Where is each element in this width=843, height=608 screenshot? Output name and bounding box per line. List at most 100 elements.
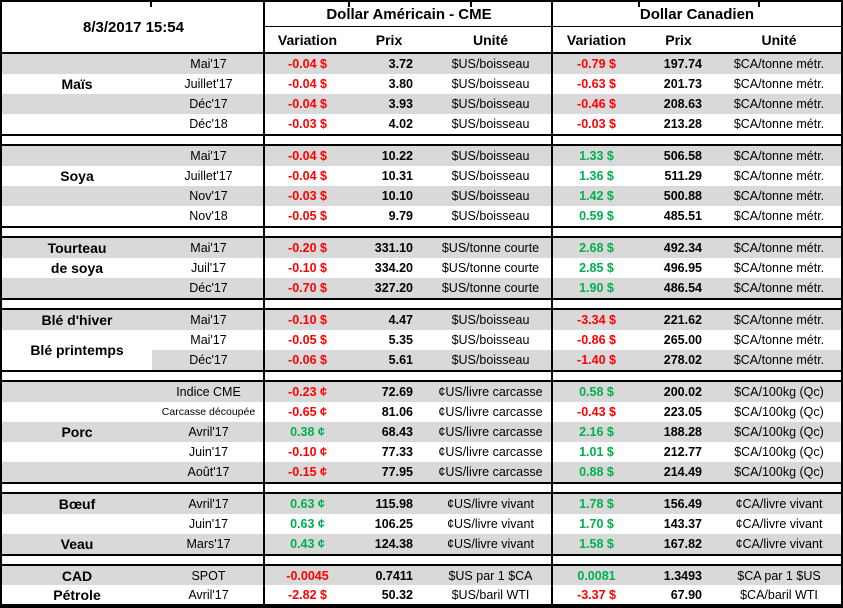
us-price: 10.31 [381, 169, 413, 183]
us-price: 124.38 [374, 537, 413, 551]
cad-variation: 1.36 $ [579, 169, 614, 183]
cad-variation: 1.90 $ [579, 281, 614, 295]
contract-month: Nov'17 [189, 189, 228, 203]
cad-unit: ¢CA/livre vivant [735, 537, 823, 551]
usd-price-header: Prix [375, 31, 403, 48]
cad-unit-header: Unité [761, 31, 797, 48]
cad-price: 201.73 [663, 77, 702, 91]
cad-price: 500.88 [663, 189, 702, 203]
table-row: Déc'17 -0.04 $ 3.93 $US/boisseau -0.46 $ 208.… [2, 94, 841, 114]
us-unit: $US/tonne courte [441, 241, 540, 255]
table-row: Mai'17 -0.04 $ 10.22 $US/boisseau 1.33 $ 506.… [2, 146, 841, 166]
grid-tick [758, 2, 760, 7]
us-unit: ¢US/livre carcasse [438, 465, 543, 479]
cad-unit: $CA/100kg (Qc) [734, 405, 824, 419]
us-variation: -0.05 $ [288, 333, 327, 347]
us-price: 68.43 [381, 425, 413, 439]
table-row: Blé d'hiver Mai'17 -0.10 $ 4.47 $US/boisseau… [2, 310, 841, 330]
us-unit: $US/tonne courte [441, 281, 540, 295]
contract-month: Mars'17 [186, 537, 231, 551]
cad-unit: $CA/tonne métr. [733, 97, 825, 111]
table-row: Déc'17 -0.70 $ 327.20 $US/tonne courte 1.90 … [2, 278, 841, 298]
cad-price: 67.90 [670, 587, 702, 602]
cad-variation: 1.70 $ [579, 517, 614, 531]
commodity-label: Maïs [61, 76, 93, 92]
commodity-label: Blé d'hiver [41, 312, 113, 328]
section-soya: Mai'17 -0.04 $ 10.22 $US/boisseau 1.33 $ 506.… [2, 144, 841, 228]
cad-price: 265.00 [663, 333, 702, 347]
cad-price: 221.62 [663, 313, 702, 327]
us-price: 331.10 [374, 241, 413, 255]
us-variation: -0.10 $ [288, 313, 327, 327]
section-tourteau: Tourteau Mai'17 -0.20 $ 331.10 $US/tonne cou… [2, 236, 841, 300]
cad-price: 143.37 [663, 517, 702, 531]
table-row: Veau Mars'17 0.43 ¢ 124.38 ¢US/livre vivant 1… [2, 534, 841, 554]
cad-unit: $CA/100kg (Qc) [734, 425, 824, 439]
cad-variation: 2.16 $ [579, 425, 614, 439]
us-variation: 0.43 ¢ [290, 537, 325, 551]
cad-variation: -3.34 $ [577, 313, 616, 327]
cad-variation: 0.58 $ [579, 385, 614, 399]
table-row: Mai'17 -0.05 $ 5.35 $US/boisseau -0.86 $ 265.… [2, 330, 841, 350]
cad-unit: $CA/100kg (Qc) [734, 465, 824, 479]
commodity-label [2, 402, 152, 422]
contract-month: Août'17 [187, 465, 230, 479]
cad-variation: -0.03 $ [577, 117, 616, 131]
cad-unit: $CA/tonne métr. [733, 281, 825, 295]
cad-price: 223.05 [663, 405, 702, 419]
table-row: Mai'17 -0.04 $ 3.72 $US/boisseau -0.79 $ 197.… [2, 54, 841, 74]
table-row: Déc'18 -0.03 $ 4.02 $US/boisseau -0.03 $ 213.… [2, 114, 841, 134]
us-price: 3.93 [388, 97, 413, 111]
contract-month: Déc'17 [189, 353, 228, 367]
us-variation: -0.04 $ [288, 77, 327, 91]
commodity-label [2, 442, 152, 462]
cad-unit: $CA/tonne métr. [733, 209, 825, 223]
table-row: Tourteau Mai'17 -0.20 $ 331.10 $US/tonne cou… [2, 238, 841, 258]
table-row: de soya Juil'17 -0.10 $ 334.20 $US/tonne cou… [2, 258, 841, 278]
table-row: Déc'17 -0.06 $ 5.61 $US/boisseau -1.40 $ 278.… [2, 350, 841, 370]
us-unit: $US/boisseau [451, 149, 530, 163]
cad-price: 511.29 [664, 169, 702, 183]
us-price: 5.61 [388, 353, 413, 367]
commodity-label [2, 278, 152, 298]
us-variation: -0.03 $ [288, 189, 327, 203]
us-unit: $US/boisseau [451, 353, 530, 367]
cad-price: 197.74 [663, 57, 702, 71]
table-header: 8/3/2017 15:54 Dollar Américain - CME Do… [2, 2, 841, 54]
us-variation: -0.04 $ [288, 149, 327, 163]
section-cad: CAD SPOT -0.0045 0.7411 $US par 1 $CA 0.0081 1… [2, 564, 841, 606]
us-variation: -0.05 $ [288, 209, 327, 223]
contract-month: Mai'17 [190, 241, 227, 255]
us-unit: $US/boisseau [451, 189, 530, 203]
contract-month: Avril'17 [188, 425, 229, 439]
us-variation: -0.15 ¢ [288, 465, 327, 479]
contract-month: Juillet'17 [184, 77, 233, 91]
us-variation: -0.65 ¢ [288, 405, 327, 419]
contract-month: Mai'17 [190, 313, 227, 327]
cad-variation: -0.63 $ [577, 77, 616, 91]
contract-month: Déc'18 [189, 117, 228, 131]
us-unit: ¢US/livre carcasse [438, 385, 543, 399]
cad-price: 208.63 [663, 97, 702, 111]
commodity-label-merged: Blé printemps [2, 330, 152, 370]
us-price: 106.25 [374, 517, 413, 531]
us-unit: $US/boisseau [451, 313, 530, 327]
table-row: Bœuf Avril'17 0.63 ¢ 115.98 ¢US/livre vivant… [2, 494, 841, 514]
us-variation: -0.20 $ [288, 241, 327, 255]
us-price: 9.79 [388, 209, 413, 223]
us-price: 81.06 [381, 405, 413, 419]
column-divider [551, 2, 553, 606]
table-row: Carcasse découpée -0.65 ¢ 81.06 ¢US/livre c… [2, 402, 841, 422]
cad-price: 214.49 [663, 465, 702, 479]
table-row: Pétrole Avril'17 -2.82 $ 50.32 $US/baril WTI… [2, 585, 841, 604]
timestamp: 8/3/2017 15:54 [83, 18, 184, 36]
us-price: 3.72 [388, 57, 413, 71]
cad-price: 278.02 [663, 353, 702, 367]
us-price: 77.33 [381, 445, 413, 459]
cad-unit: $CA/tonne métr. [733, 169, 825, 183]
contract-month: Indice CME [176, 385, 241, 399]
cad-price: 485.51 [663, 209, 702, 223]
us-price: 0.7411 [375, 568, 413, 583]
cad-variation: 0.88 $ [579, 465, 614, 479]
cad-group-header: Dollar Canadien [553, 2, 841, 27]
